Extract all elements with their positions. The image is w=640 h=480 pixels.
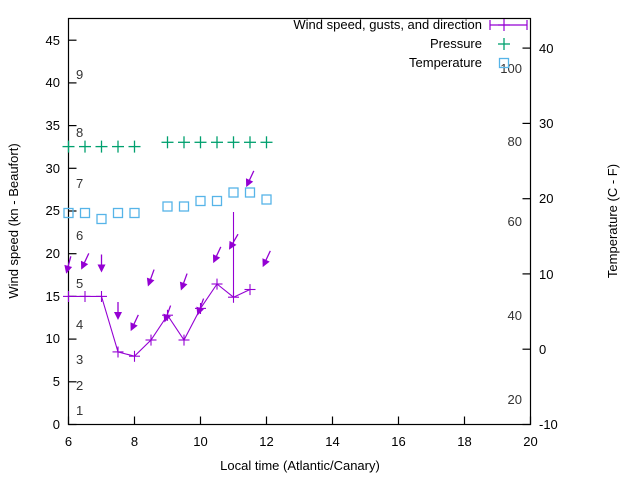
x-tick-0: 6 [65,434,72,449]
wind-direction-arrow [97,254,106,273]
wind-direction-arrow [163,305,172,323]
wind-direction-arrow [64,256,73,274]
y-left-tick-8: 40 [46,75,60,90]
pressure-point [62,140,75,153]
y-left-tick-5: 25 [46,203,60,218]
y-right-tick-0: -10 [539,417,558,432]
temperature-point [228,187,239,198]
plot-frame [67,17,532,426]
pressure-point [227,136,240,149]
temperature-point [195,195,206,207]
y-left-tick-2: 10 [46,331,60,346]
temperature-point [129,207,140,219]
legend-marker-wind [489,19,528,31]
legend-marker-pressure [498,38,510,50]
wind-direction-arrow [229,233,239,250]
y-left-tick-4: 20 [46,246,60,261]
wind-direction-arrow [179,273,188,291]
x-tick-4: 14 [325,434,339,449]
legend-label-wind: Wind speed, gusts, and direction [293,17,482,32]
legend: Wind speed, gusts, and direction Pressur… [293,17,528,70]
wind-direction-arrow [114,302,122,320]
temperature-point [261,194,272,205]
y-left-tick-labels: 0 5 10 15 20 25 30 35 40 45 [46,33,60,432]
fahrenheit-label-40: 40 [508,308,522,323]
fahrenheit-label-100: 100 [500,61,522,76]
fahrenheit-label-80: 80 [508,134,522,149]
x-tick-5: 16 [391,434,405,449]
y-left-tick-9: 45 [46,33,60,48]
wind-direction-arrow [146,269,155,287]
temperature-point [112,207,124,219]
wind-direction-arrow [80,253,90,270]
pressure-point [128,140,141,153]
beaufort-scale-labels: 1 2 3 4 5 6 7 8 9 [76,67,83,418]
fahrenheit-label-60: 60 [508,214,522,229]
x-tick-labels: 6 8 10 12 14 16 18 20 [65,434,538,449]
beaufort-label-1: 1 [76,403,83,418]
x-ticks [67,416,532,425]
legend-label-pressure: Pressure [430,36,482,51]
temperature-point [162,201,173,212]
beaufort-label-3: 3 [76,352,83,367]
y-right-axis-title: Temperature (C - F) [605,164,620,278]
temperature-point [244,187,256,198]
pressure-point [112,140,124,153]
x-tick-7: 20 [523,434,537,449]
pressure-point [244,136,256,149]
temperature-point [79,207,91,219]
y-left-tick-3: 15 [46,289,60,304]
y-left-tick-1: 5 [53,374,60,389]
pressure-series [62,136,273,153]
x-tick-1: 8 [131,434,138,449]
pressure-point [79,140,91,153]
wind-direction-arrow [262,250,271,268]
wind-speed-line [68,283,251,357]
y-right-tick-3: 20 [539,191,553,206]
wind-direction-arrow [196,298,205,316]
y-right-tick-5: 40 [539,41,553,56]
x-tick-2: 10 [193,434,207,449]
wind-direction-arrow [130,314,139,332]
pressure-point [95,140,108,153]
beaufort-label-6: 6 [76,228,83,243]
y-right-ticks [522,47,531,426]
temperature-point [211,195,223,207]
y-right-tick-4: 30 [539,116,553,131]
pressure-point [260,136,273,149]
y-left-axis-title: Wind speed (kn - Beaufort) [6,143,21,298]
y-left-tick-6: 30 [46,161,60,176]
beaufort-label-8: 8 [76,125,83,140]
wind-direction-arrow [212,246,222,264]
temperature-point [63,207,74,219]
y-left-tick-0: 0 [53,417,60,432]
pressure-point [211,136,223,149]
pressure-point [194,136,207,149]
y-right-tick-2: 10 [539,267,553,282]
temperature-point [96,213,107,225]
temperature-series [63,187,272,225]
beaufort-label-2: 2 [76,378,83,393]
beaufort-label-9: 9 [76,67,83,82]
wind-direction-arrows [64,170,271,332]
wind-direction-arrow [245,170,255,188]
y-left-tick-7: 35 [46,118,60,133]
legend-marker-temperature [498,57,510,69]
beaufort-label-5: 5 [76,276,83,291]
legend-label-temperature: Temperature [409,55,482,70]
pressure-point [161,136,174,149]
x-tick-6: 18 [457,434,471,449]
y-right-tick-labels: -10 0 10 20 30 40 [539,41,558,432]
fahrenheit-label-20: 20 [508,392,522,407]
x-axis-title: Local time (Atlantic/Canary) [220,458,380,473]
fahrenheit-scale-labels: 20 40 60 80 100 [500,61,522,407]
beaufort-label-4: 4 [76,317,83,332]
y-right-tick-1: 0 [539,342,546,357]
x-tick-3: 12 [259,434,273,449]
pressure-point [178,136,190,149]
beaufort-label-7: 7 [76,176,83,191]
temperature-point [178,201,190,212]
